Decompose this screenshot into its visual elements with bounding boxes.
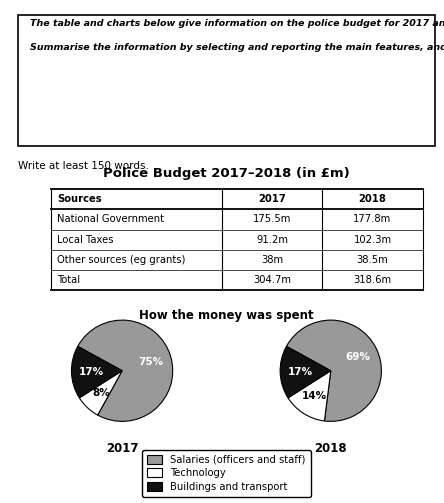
Wedge shape [78,320,173,422]
Text: 2018: 2018 [358,194,386,204]
Text: 2017: 2017 [106,442,139,455]
Text: 75%: 75% [139,357,164,367]
Wedge shape [280,347,331,398]
Wedge shape [288,371,331,421]
Text: 69%: 69% [345,352,370,362]
Text: Police Budget 2017–2018 (in £m): Police Budget 2017–2018 (in £m) [103,166,350,180]
Text: How the money was spent: How the money was spent [139,309,314,322]
Text: Other sources (eg grants): Other sources (eg grants) [57,255,186,265]
Text: 102.3m: 102.3m [353,235,392,244]
Text: 14%: 14% [302,391,327,401]
Text: Sources: Sources [57,194,102,204]
Text: 17%: 17% [79,367,104,377]
Text: 38m: 38m [261,255,283,265]
Text: The table and charts below give information on the police budget for 2017 and 20: The table and charts below give informat… [30,19,444,52]
Wedge shape [79,371,122,415]
FancyBboxPatch shape [18,15,435,146]
Text: 91.2m: 91.2m [256,235,288,244]
Text: National Government: National Government [57,214,164,224]
Legend: Salaries (officers and staff), Technology, Buildings and transport: Salaries (officers and staff), Technolog… [142,450,311,496]
Text: 304.7m: 304.7m [253,275,291,285]
Wedge shape [71,347,122,398]
Text: 175.5m: 175.5m [253,214,291,224]
Text: Total: Total [57,275,80,285]
Text: 17%: 17% [288,367,313,377]
Text: 318.6m: 318.6m [353,275,392,285]
Text: 38.5m: 38.5m [357,255,388,265]
Text: 2017: 2017 [258,194,286,204]
Text: Write at least 150 words.: Write at least 150 words. [18,161,149,172]
Wedge shape [286,320,381,422]
Text: Local Taxes: Local Taxes [57,235,114,244]
Text: 2018: 2018 [314,442,347,455]
Text: 177.8m: 177.8m [353,214,392,224]
Text: 8%: 8% [92,388,110,398]
